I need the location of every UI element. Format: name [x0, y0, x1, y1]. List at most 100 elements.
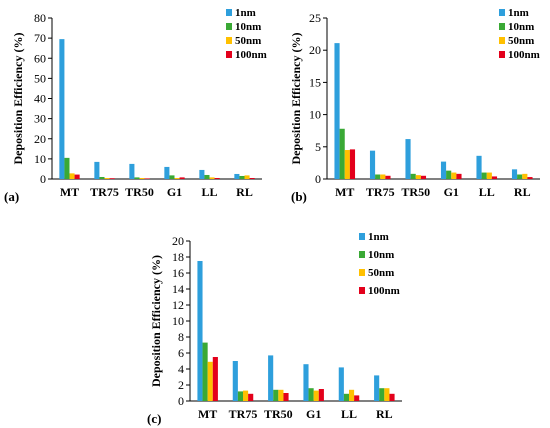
bar-50nm-RL [384, 388, 390, 401]
legend-label-10nm: 10nm [508, 21, 534, 33]
bar-10nm-TR75 [237, 391, 243, 401]
bar-1nm-TR75 [232, 361, 238, 401]
y-tick-label: 18 [172, 250, 184, 264]
legend-label-100nm: 100nm [235, 49, 267, 61]
bar-10nm-RL [379, 388, 385, 401]
y-tick-label: 40 [34, 92, 46, 106]
bar-1nm-TR50 [129, 163, 135, 179]
legend-swatch-50nm [499, 37, 505, 44]
legend-label-50nm: 50nm [368, 267, 394, 279]
y-tick-label: 70 [34, 31, 46, 45]
x-tick-label: TR50 [264, 407, 293, 421]
bar-10nm-MT [339, 128, 345, 179]
legend-swatch-100nm [499, 51, 505, 58]
legend-label-1nm: 1nm [508, 7, 529, 19]
bar-10nm-G1 [446, 170, 452, 179]
x-tick-label: LL [479, 185, 495, 199]
chart-panel-c: 0 2 4 6 8 10 12 14 16 18 20 Deposition Efficiency (… [147, 231, 402, 426]
legend-label-100nm: 100nm [508, 49, 540, 61]
bar-50nm-G1 [451, 172, 457, 179]
x-tick-label: MT [335, 185, 354, 199]
y-tick-label: 14 [172, 282, 184, 296]
panel-label: (b) [291, 189, 307, 204]
bar-100nm-LL [491, 176, 498, 179]
y-tick-label: 80 [34, 11, 46, 25]
y-tick-label: 20 [172, 234, 184, 248]
bar-50nm-MT [207, 361, 213, 401]
bar-10nm-G1 [169, 175, 175, 179]
bar-1nm-RL [511, 169, 518, 179]
bar-1nm-RL [234, 173, 240, 179]
legend-label-1nm: 1nm [235, 7, 256, 19]
y-tick-label: 0 [315, 172, 321, 186]
bar-10nm-TR75 [99, 176, 105, 179]
bar-50nm-TR50 [415, 175, 421, 179]
legend-label-100nm: 100nm [368, 285, 400, 297]
bar-10nm-TR50 [410, 173, 416, 179]
y-tick-label: 0 [40, 172, 46, 186]
bar-10nm-RL [239, 175, 245, 179]
bar-1nm-TR75 [94, 161, 100, 179]
y-tick-label: 12 [172, 298, 184, 312]
y-tick-label: 20 [309, 43, 321, 57]
y-tick-label: 60 [34, 51, 46, 65]
y-tick-label: 25 [309, 11, 321, 25]
bar-1nm-G1 [440, 161, 447, 179]
legend-label-50nm: 50nm [235, 35, 261, 47]
bar-100nm-TR75 [109, 178, 115, 179]
x-tick-label: TR50 [401, 185, 430, 199]
bar-100nm-TR75 [248, 393, 254, 401]
legend-label-1nm: 1nm [368, 231, 389, 243]
chart-panel-a: 0 10 20 30 40 50 60 70 80 Deposition Efficiency (… [4, 7, 267, 204]
x-tick-label: TR75 [90, 185, 119, 199]
y-tick-label: 10 [172, 314, 184, 328]
y-tick-label: 0 [178, 394, 184, 408]
bar-100nm-MT [349, 149, 356, 179]
bar-50nm-LL [486, 172, 492, 179]
bar-100nm-MT [74, 174, 80, 179]
legend-label-10nm: 10nm [368, 249, 394, 261]
y-axis-title: Deposition Efficiency (%) [149, 255, 163, 387]
x-tick-label: TR75 [229, 407, 258, 421]
legend-swatch-1nm [359, 233, 365, 240]
y-tick-label: 20 [34, 132, 46, 146]
bar-10nm-LL [204, 174, 210, 179]
y-tick-label: 10 [309, 108, 321, 122]
y-tick-label: 6 [178, 346, 184, 360]
x-tick-label: TR50 [125, 185, 154, 199]
bar-10nm-TR75 [375, 174, 381, 179]
x-tick-label: G1 [444, 185, 459, 199]
bar-1nm-G1 [303, 364, 309, 401]
panel-label: (a) [4, 189, 19, 204]
bar-1nm-LL [199, 169, 205, 179]
legend-swatch-1nm [226, 9, 232, 16]
x-tick-label: MT [198, 407, 217, 421]
bar-1nm-MT [334, 43, 340, 180]
bar-1nm-LL [476, 155, 482, 179]
y-tick-label: 2 [178, 378, 184, 392]
legend-swatch-100nm [359, 287, 365, 294]
x-tick-label: RL [236, 185, 253, 199]
bar-100nm-RL [249, 177, 255, 179]
x-tick-label: RL [376, 407, 393, 421]
chart-panel-b: 0 5 10 15 20 25 Deposition Efficiency (%) MT TR7… [289, 7, 540, 204]
x-tick-label: G1 [306, 407, 321, 421]
bar-50nm-RL [244, 175, 250, 179]
bar-50nm-TR50 [139, 177, 145, 179]
y-tick-label: 4 [178, 362, 184, 376]
y-tick-label: 50 [34, 71, 46, 85]
x-tick-label: G1 [167, 185, 182, 199]
legend-label-10nm: 10nm [235, 21, 261, 33]
y-axis-title: Deposition Efficiency (%) [289, 33, 303, 165]
bar-50nm-LL [209, 177, 215, 179]
bar-100nm-G1 [179, 177, 185, 179]
legend-swatch-100nm [226, 51, 232, 58]
bar-100nm-RL [389, 393, 395, 401]
legend-label-50nm: 50nm [508, 35, 534, 47]
y-tick-label: 5 [315, 140, 321, 154]
bar-50nm-TR50 [278, 389, 284, 401]
bar-10nm-TR50 [273, 389, 279, 401]
bar-50nm-LL [349, 389, 355, 401]
x-tick-label: LL [341, 407, 357, 421]
